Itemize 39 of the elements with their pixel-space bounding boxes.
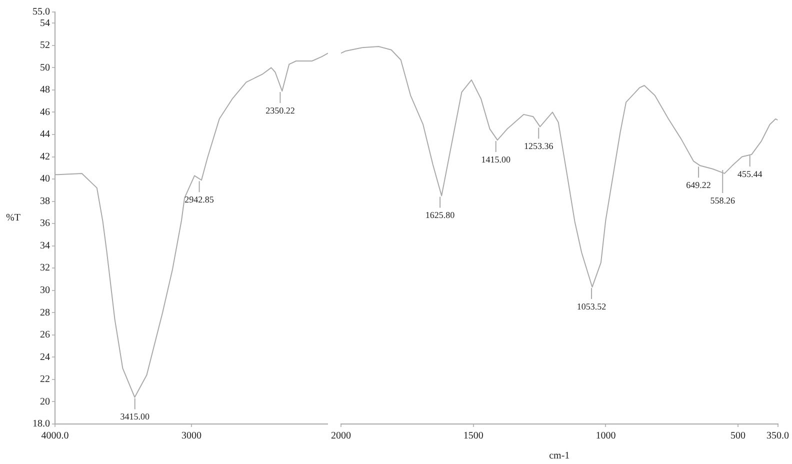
x-tick-label: 3000 xyxy=(182,430,202,442)
annotation: 1253.36 xyxy=(524,141,554,152)
annotation: 1415.00 xyxy=(481,154,511,164)
y-tick-label: 20 xyxy=(40,396,50,408)
annotation: 649.22 xyxy=(686,180,711,190)
x-tick-label: 4000.0 xyxy=(41,430,69,442)
annotation: 2350.22 xyxy=(266,105,295,116)
annotation: 1053.52 xyxy=(576,301,606,312)
y-tick-label: 38 xyxy=(40,196,50,207)
x-tick-label: 1000 xyxy=(596,430,616,442)
y-tick-label: 32 xyxy=(40,262,50,274)
y-tick-label: 40 xyxy=(40,174,50,185)
y-tick-label: 50 xyxy=(40,62,50,74)
y-axis-title: %T xyxy=(6,212,20,224)
annotation: 558.26 xyxy=(710,195,736,206)
y-tick-label: 44 xyxy=(40,129,50,140)
x-tick-label: 1500 xyxy=(463,430,484,442)
y-tick-label: 48 xyxy=(40,84,50,96)
y-tick-label: 42 xyxy=(40,151,50,162)
y-tick-label: 34 xyxy=(40,240,50,252)
y-tick-label: 30 xyxy=(40,285,50,296)
annotation: 455.44 xyxy=(737,168,763,179)
y-tick-label: 52 xyxy=(40,40,50,52)
annotation: 1625.80 xyxy=(425,210,456,220)
y-tick-label: 54 xyxy=(40,18,50,29)
y-tick-label: 55.0 xyxy=(32,6,50,18)
y-tick-label: 36 xyxy=(40,218,50,230)
y-tick-label: 18.0 xyxy=(32,418,50,430)
x-axis-title: cm-1 xyxy=(549,450,570,462)
y-tick-label: 28 xyxy=(40,307,50,318)
y-tick-label: 24 xyxy=(40,352,50,363)
y-tick-label: 46 xyxy=(40,106,50,118)
y-tick-label: 26 xyxy=(40,330,50,341)
annotation: 2942.85 xyxy=(184,194,214,204)
annotation: 3415.00 xyxy=(120,412,150,422)
x-tick-label: 350.0 xyxy=(766,430,789,442)
x-tick-label: 500 xyxy=(730,430,746,442)
x-tick-label: 2000 xyxy=(331,430,351,442)
y-tick-label: 22 xyxy=(40,374,50,386)
